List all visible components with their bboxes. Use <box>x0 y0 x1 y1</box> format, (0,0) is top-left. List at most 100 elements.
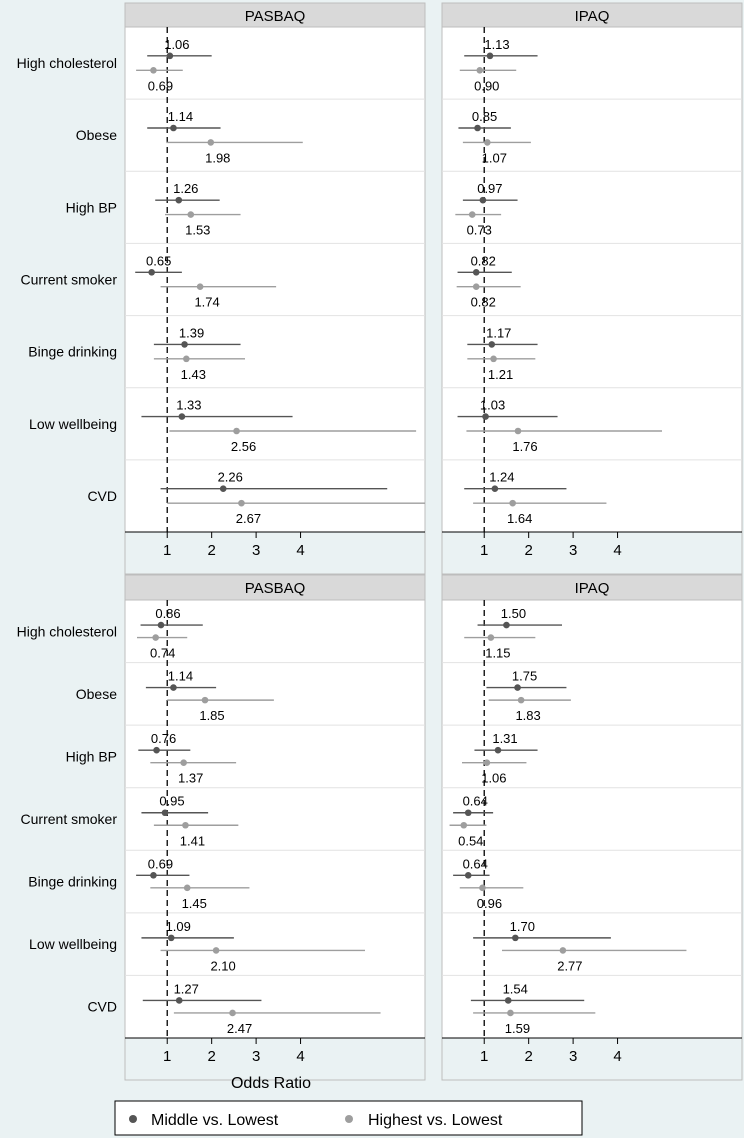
data-label: 1.15 <box>485 646 510 661</box>
point-estimate <box>487 634 495 641</box>
legend-marker-middle <box>129 1115 137 1123</box>
plot-area-top-left <box>124 26 426 533</box>
data-label: 1.41 <box>180 833 205 848</box>
point-estimate <box>219 485 227 493</box>
data-label: 1.26 <box>173 181 198 196</box>
data-label: 1.70 <box>510 919 535 934</box>
point-estimate <box>488 341 496 348</box>
point-estimate <box>201 696 209 704</box>
point-estimate <box>181 341 188 348</box>
point-estimate <box>479 884 486 892</box>
panel-title-bottom-left: PASBAQ <box>245 580 306 597</box>
x-tick-label: 2 <box>524 1048 532 1065</box>
data-label: 0.69 <box>148 78 173 93</box>
category-label: High BP <box>66 748 117 764</box>
data-label: 2.26 <box>218 470 243 485</box>
category-label: CVD <box>87 488 117 504</box>
data-label: 1.75 <box>512 669 537 684</box>
data-label: 1.09 <box>166 919 191 934</box>
data-label: 2.77 <box>557 958 582 973</box>
data-label: 0.64 <box>463 794 488 809</box>
point-estimate <box>483 759 491 766</box>
x-tick-label: 3 <box>252 1048 260 1065</box>
data-label: 0.97 <box>477 181 502 196</box>
data-label: 1.43 <box>181 367 206 382</box>
panel-strip-top-right <box>441 2 743 28</box>
point-estimate <box>472 268 480 276</box>
point-estimate <box>486 52 494 60</box>
point-estimate <box>507 1009 514 1017</box>
point-estimate <box>514 684 521 691</box>
category-label: High BP <box>66 199 117 215</box>
x-tick-label: 1 <box>163 1048 171 1065</box>
point-estimate <box>150 872 157 879</box>
x-tick-label: 4 <box>613 542 621 559</box>
point-estimate <box>464 809 472 817</box>
x-axis-label: Odds Ratio <box>231 1075 311 1092</box>
data-label: 1.76 <box>512 439 537 454</box>
point-estimate <box>474 124 481 132</box>
point-estimate <box>161 809 169 817</box>
data-label: 0.65 <box>146 253 171 268</box>
point-estimate <box>153 746 160 754</box>
point-estimate <box>170 124 177 132</box>
data-label: 1.31 <box>492 731 517 746</box>
forest-panels: PASBAQ 1 2 3 4 High cholesterol Obese High BP Cu… <box>17 2 743 1081</box>
point-estimate <box>503 621 510 629</box>
point-estimate <box>484 139 491 146</box>
panel-bottom-right: IPAQ 1 2 3 4 1.50 1.75 1.31 0.64 0.64 1.70 1.54 1.15… <box>441 574 743 1081</box>
data-label: 0.69 <box>148 856 173 871</box>
point-estimate <box>491 485 499 493</box>
plot-area-bottom-left <box>124 599 426 1039</box>
legend-marker-highest <box>345 1115 353 1123</box>
panel-bottom-left: PASBAQ 1 2 3 4 High cholesterol Obese High BP Cu… <box>17 574 426 1081</box>
point-estimate <box>167 934 175 942</box>
point-estimate <box>157 621 165 629</box>
data-label: 0.82 <box>471 295 496 310</box>
x-tick-label: 3 <box>569 542 577 559</box>
data-label: 0.76 <box>151 731 176 746</box>
data-label: 0.82 <box>471 253 496 268</box>
category-label: CVD <box>87 999 117 1015</box>
data-label: 1.74 <box>194 295 219 310</box>
point-estimate <box>183 884 191 892</box>
x-tick-label: 4 <box>613 1048 621 1065</box>
point-estimate <box>482 413 489 420</box>
point-estimate <box>196 283 204 291</box>
data-label: 2.67 <box>236 511 261 526</box>
point-estimate <box>175 196 183 204</box>
data-label: 1.98 <box>205 150 230 165</box>
x-tick-label: 2 <box>524 542 532 559</box>
data-label: 1.59 <box>505 1021 530 1036</box>
x-tick-label: 2 <box>207 542 215 559</box>
data-label: 1.17 <box>486 325 511 340</box>
plot-area-top-right <box>441 26 743 533</box>
data-label: 0.74 <box>150 646 175 661</box>
data-label: 1.07 <box>482 150 507 165</box>
x-tick-label: 1 <box>480 1048 488 1065</box>
point-estimate <box>170 684 177 691</box>
legend-label-middle: Middle vs. Lowest <box>151 1112 279 1129</box>
point-estimate <box>464 872 472 879</box>
point-estimate <box>504 997 512 1004</box>
data-label: 1.39 <box>179 325 204 340</box>
data-label: 1.14 <box>168 669 193 684</box>
data-label: 1.21 <box>488 367 513 382</box>
data-label: 1.64 <box>507 511 532 526</box>
x-tick-label: 2 <box>207 1048 215 1065</box>
x-tick-label: 4 <box>296 542 304 559</box>
data-label: 0.54 <box>458 833 483 848</box>
x-tick-label: 1 <box>480 542 488 559</box>
category-label: High cholesterol <box>17 55 117 71</box>
category-label: Low wellbeing <box>29 416 117 432</box>
point-estimate <box>182 821 189 829</box>
point-estimate <box>238 499 245 507</box>
data-label: 0.96 <box>477 896 502 911</box>
category-label: Obese <box>76 686 117 702</box>
x-tick-label: 3 <box>252 542 260 559</box>
point-estimate <box>148 268 155 276</box>
point-estimate <box>517 696 525 704</box>
category-label: Binge drinking <box>28 344 117 360</box>
data-label: 0.90 <box>474 78 499 93</box>
